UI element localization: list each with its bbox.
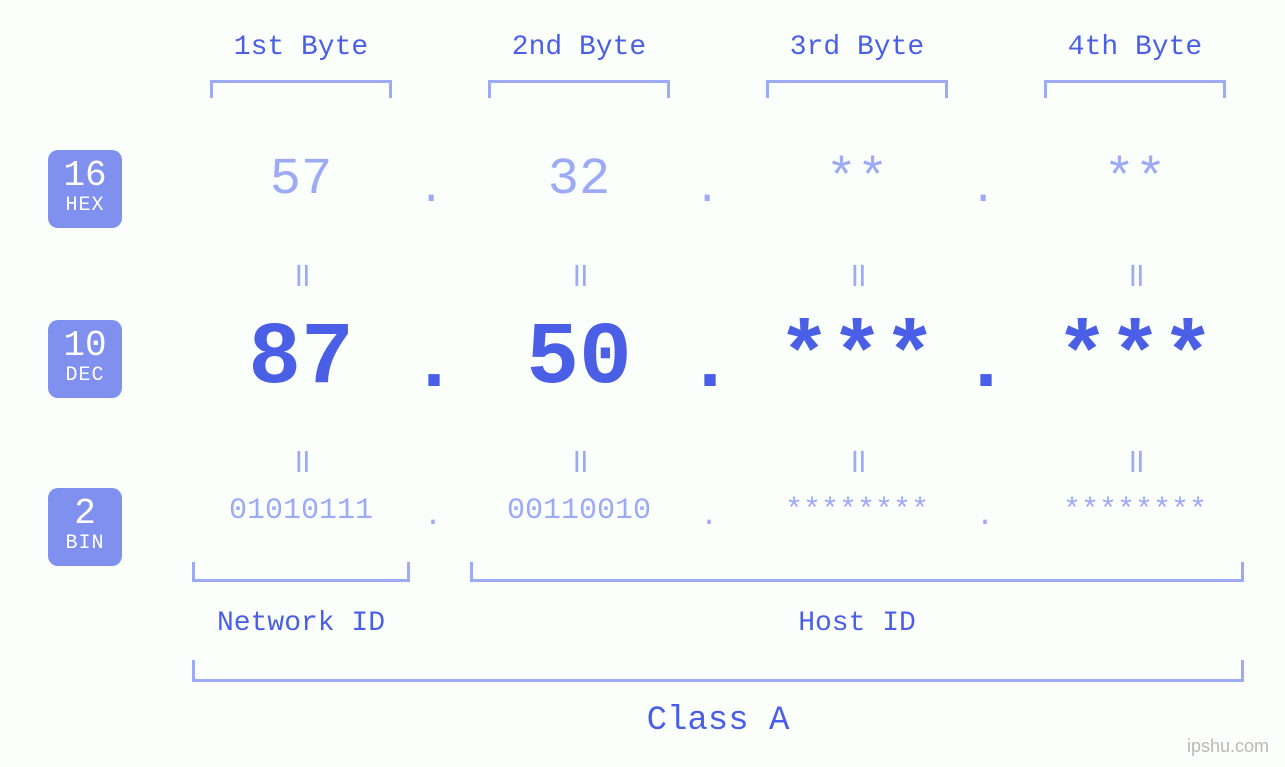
top-brace-4 <box>1044 80 1226 98</box>
byte-col-2: 2nd Byte 32 ॥ 50 ॥ 00110010 <box>448 0 710 600</box>
dot-separator: . <box>418 165 444 215</box>
hex-byte-2: 32 <box>448 150 710 209</box>
dot-separator: . <box>410 320 458 411</box>
byte-col-4: 4th Byte ** ॥ *** ॥ ******** <box>1004 0 1266 600</box>
dot-separator: . <box>694 165 720 215</box>
dec-byte-4: *** <box>1004 310 1266 409</box>
equals-icon: ॥ <box>448 436 710 483</box>
badge-hex-num: 16 <box>63 158 106 194</box>
dot-separator: . <box>970 165 996 215</box>
bin-byte-3: ******** <box>726 494 988 528</box>
badge-dec: 10 DEC <box>48 320 122 398</box>
host-id-brace <box>470 562 1244 582</box>
equals-icon: ॥ <box>170 250 432 297</box>
byte-header-1: 1st Byte <box>170 32 432 63</box>
bin-byte-2: 00110010 <box>448 494 710 528</box>
dot-separator: . <box>976 500 994 534</box>
byte-header-4: 4th Byte <box>1004 32 1266 63</box>
hex-byte-4: ** <box>1004 150 1266 209</box>
badge-dec-label: DEC <box>65 364 104 388</box>
dot-separator: . <box>424 500 442 534</box>
byte-col-3: 3rd Byte ** ॥ *** ॥ ******** <box>726 0 988 600</box>
top-brace-1 <box>210 80 392 98</box>
ip-diagram: 16 HEX 10 DEC 2 BIN 1st Byte 57 ॥ 87 ॥ 0… <box>0 0 1285 767</box>
byte-col-1: 1st Byte 57 ॥ 87 ॥ 01010111 <box>170 0 432 600</box>
equals-icon: ॥ <box>170 436 432 483</box>
network-id-label: Network ID <box>170 608 432 639</box>
dot-separator: . <box>962 320 1010 411</box>
watermark: ipshu.com <box>1187 736 1269 757</box>
network-id-brace <box>192 562 410 582</box>
equals-icon: ॥ <box>1004 436 1266 483</box>
hex-byte-3: ** <box>726 150 988 209</box>
class-brace <box>192 660 1244 682</box>
bin-byte-4: ******** <box>1004 494 1266 528</box>
dot-separator: . <box>700 500 718 534</box>
bin-byte-1: 01010111 <box>170 494 432 528</box>
dec-byte-3: *** <box>726 310 988 409</box>
badge-bin: 2 BIN <box>48 488 122 566</box>
dec-byte-2: 50 <box>448 310 710 409</box>
dec-byte-1: 87 <box>170 310 432 409</box>
badge-dec-num: 10 <box>63 328 106 364</box>
badge-hex: 16 HEX <box>48 150 122 228</box>
dot-separator: . <box>686 320 734 411</box>
equals-icon: ॥ <box>726 250 988 297</box>
top-brace-2 <box>488 80 670 98</box>
byte-header-2: 2nd Byte <box>448 32 710 63</box>
badge-bin-num: 2 <box>74 496 96 532</box>
class-label: Class A <box>170 702 1266 740</box>
hex-byte-1: 57 <box>170 150 432 209</box>
badge-hex-label: HEX <box>65 194 104 218</box>
equals-icon: ॥ <box>448 250 710 297</box>
byte-header-3: 3rd Byte <box>726 32 988 63</box>
equals-icon: ॥ <box>726 436 988 483</box>
top-brace-3 <box>766 80 948 98</box>
host-id-label: Host ID <box>448 608 1266 639</box>
equals-icon: ॥ <box>1004 250 1266 297</box>
badge-bin-label: BIN <box>65 532 104 556</box>
